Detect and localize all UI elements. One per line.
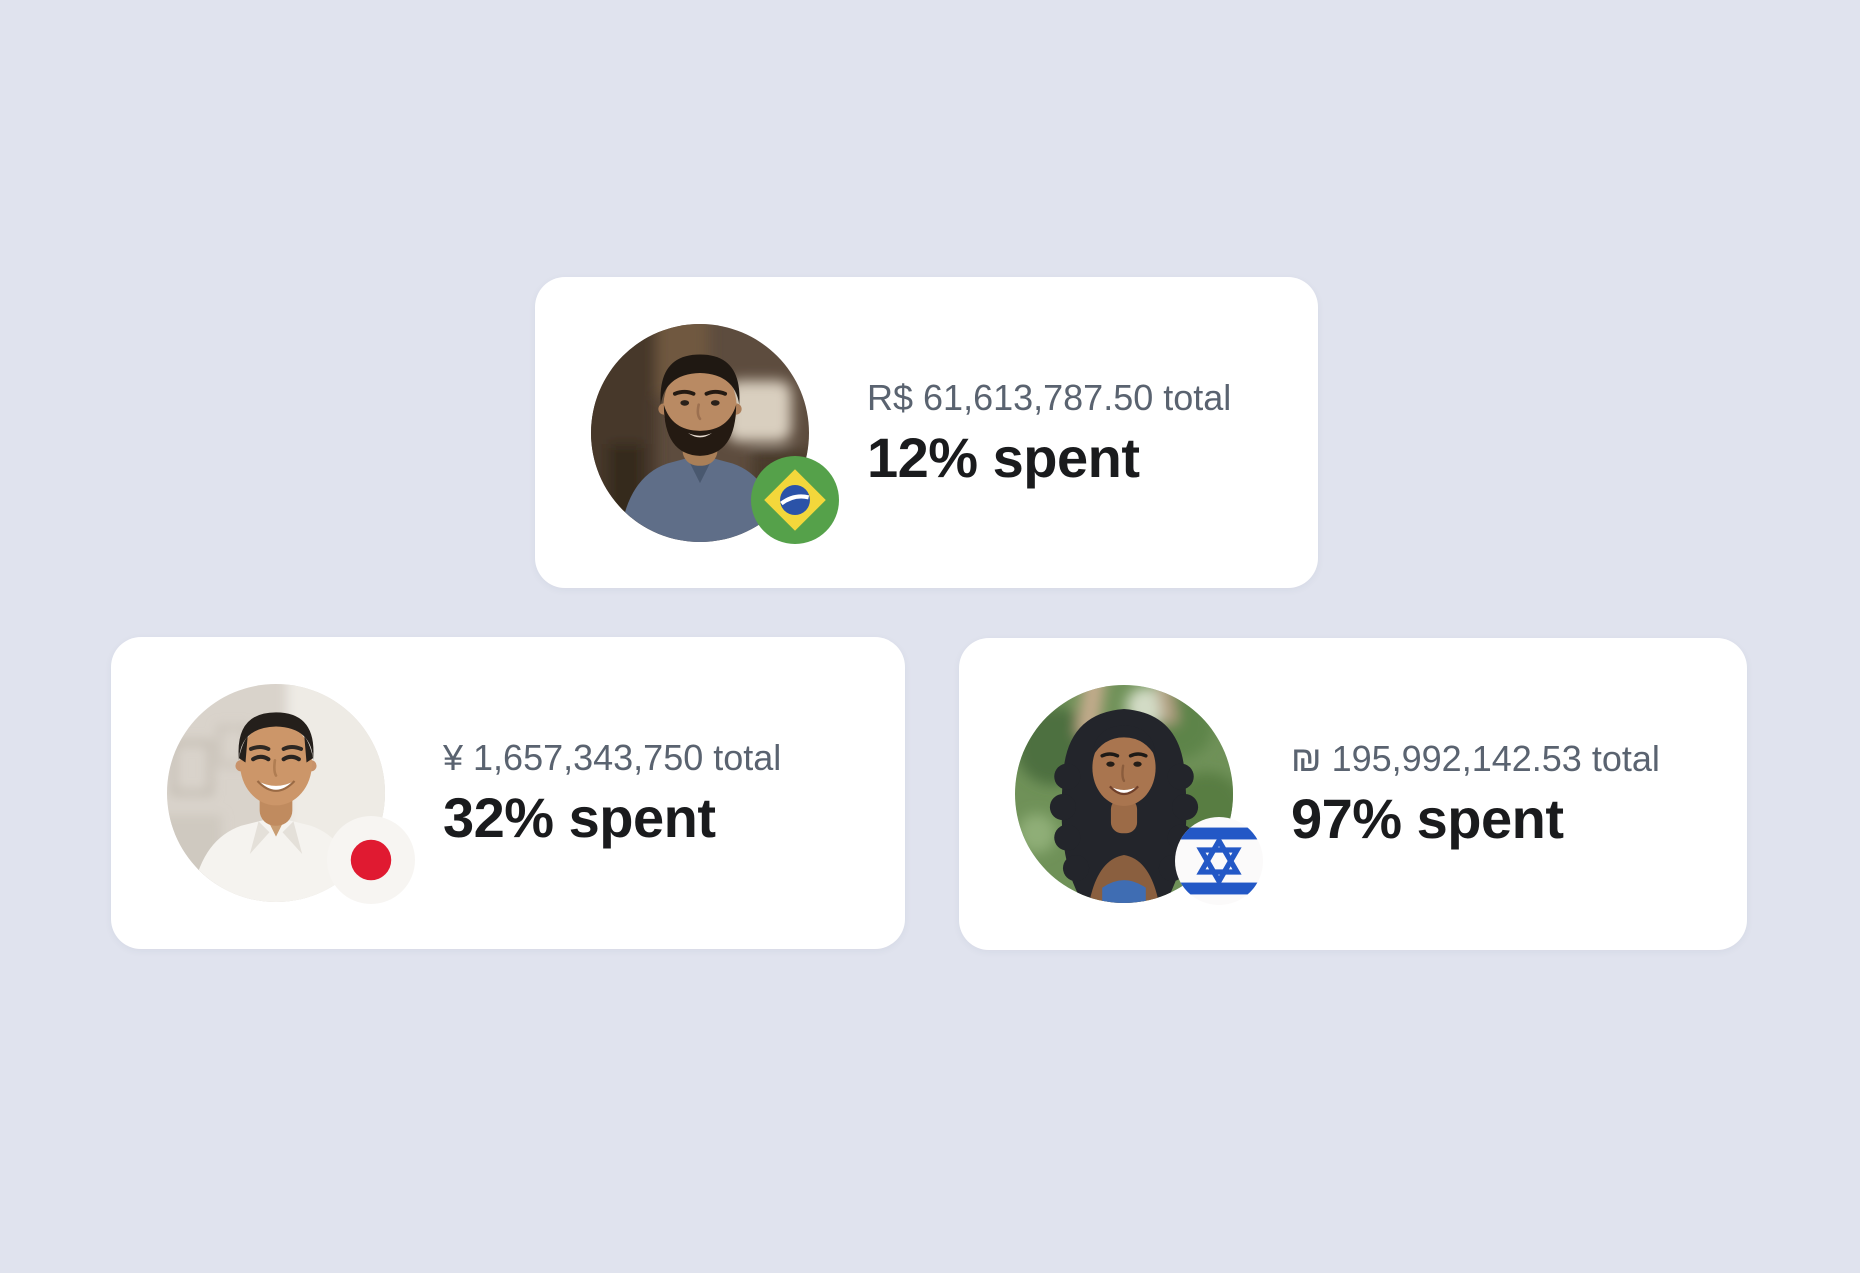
spent-percentage-brazil: 12% spent [867, 425, 1140, 489]
budget-card-japan[interactable]: ¥ 1,657,343,750 total 32% spent [111, 637, 905, 949]
japan-flag-icon [327, 816, 415, 904]
budget-stats-brazil: R$ 61,613,787.50 total 12% spent [867, 375, 1231, 491]
total-amount-brazil: R$ 61,613,787.50 total [867, 376, 1232, 418]
avatar-brazil [591, 323, 839, 544]
budget-stats-japan: ¥ 1,657,343,750 total 32% spent [443, 735, 781, 851]
avatar-israel [1015, 685, 1263, 905]
budget-card-brazil[interactable]: R$ 61,613,787.50 total 12% spent [535, 277, 1318, 588]
israel-flag-icon [1175, 817, 1263, 905]
budget-card-israel[interactable]: ₪ 195,992,142.53 total 97% spent [959, 638, 1747, 950]
total-amount-israel: ₪ 195,992,142.53 total [1291, 738, 1660, 779]
total-amount-japan: ¥ 1,657,343,750 total [443, 737, 782, 778]
spent-percentage-israel: 97% spent [1291, 787, 1564, 850]
brazil-flag-icon [751, 455, 839, 544]
budget-stats-israel: ₪ 195,992,142.53 total 97% spent [1291, 736, 1660, 852]
avatar-japan [167, 684, 415, 904]
spent-percentage-japan: 32% spent [443, 786, 716, 849]
